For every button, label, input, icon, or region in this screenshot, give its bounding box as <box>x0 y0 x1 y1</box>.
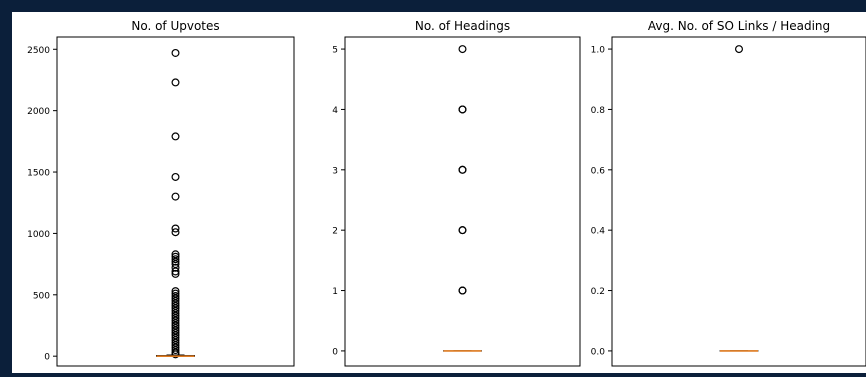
y-tick-label: 0.8 <box>591 106 606 116</box>
y-tick-label: 0 <box>332 347 338 357</box>
y-tick-label: 0.6 <box>591 166 606 176</box>
boxplot-panel-3: Avg. No. of SO Links / Heading 0.0 0.2 0.4 0… <box>591 19 866 366</box>
boxplot-panel-1: No. of Upvotes 0 500 1000 1500 2000 2500 <box>27 19 294 366</box>
y-tick-label: 0 <box>44 353 50 363</box>
y-tick-label: 0.2 <box>591 287 605 297</box>
boxplot-panel-2: No. of Headings 0 1 2 3 4 5 <box>332 19 580 366</box>
y-tick-label: 2 <box>332 227 338 237</box>
y-tick-label: 2500 <box>27 46 50 56</box>
chart-title: No. of Headings <box>415 19 510 33</box>
y-tick-label: 4 <box>332 106 338 116</box>
y-tick-label: 500 <box>33 291 50 301</box>
y-tick-label: 1500 <box>27 169 50 179</box>
y-tick-label: 2000 <box>27 107 50 117</box>
chart-title: No. of Upvotes <box>131 19 219 33</box>
axes-frame <box>612 37 866 366</box>
y-tick-label: 1.0 <box>591 46 606 56</box>
y-tick-label: 1000 <box>27 230 50 240</box>
y-tick-label: 0.0 <box>591 347 606 357</box>
y-tick-label: 1 <box>332 287 338 297</box>
y-tick-label: 3 <box>332 166 338 176</box>
y-tick-label: 0.4 <box>591 227 606 237</box>
axes-frame <box>345 37 580 366</box>
y-tick-label: 5 <box>332 46 338 56</box>
chart-title: Avg. No. of SO Links / Heading <box>648 19 830 33</box>
